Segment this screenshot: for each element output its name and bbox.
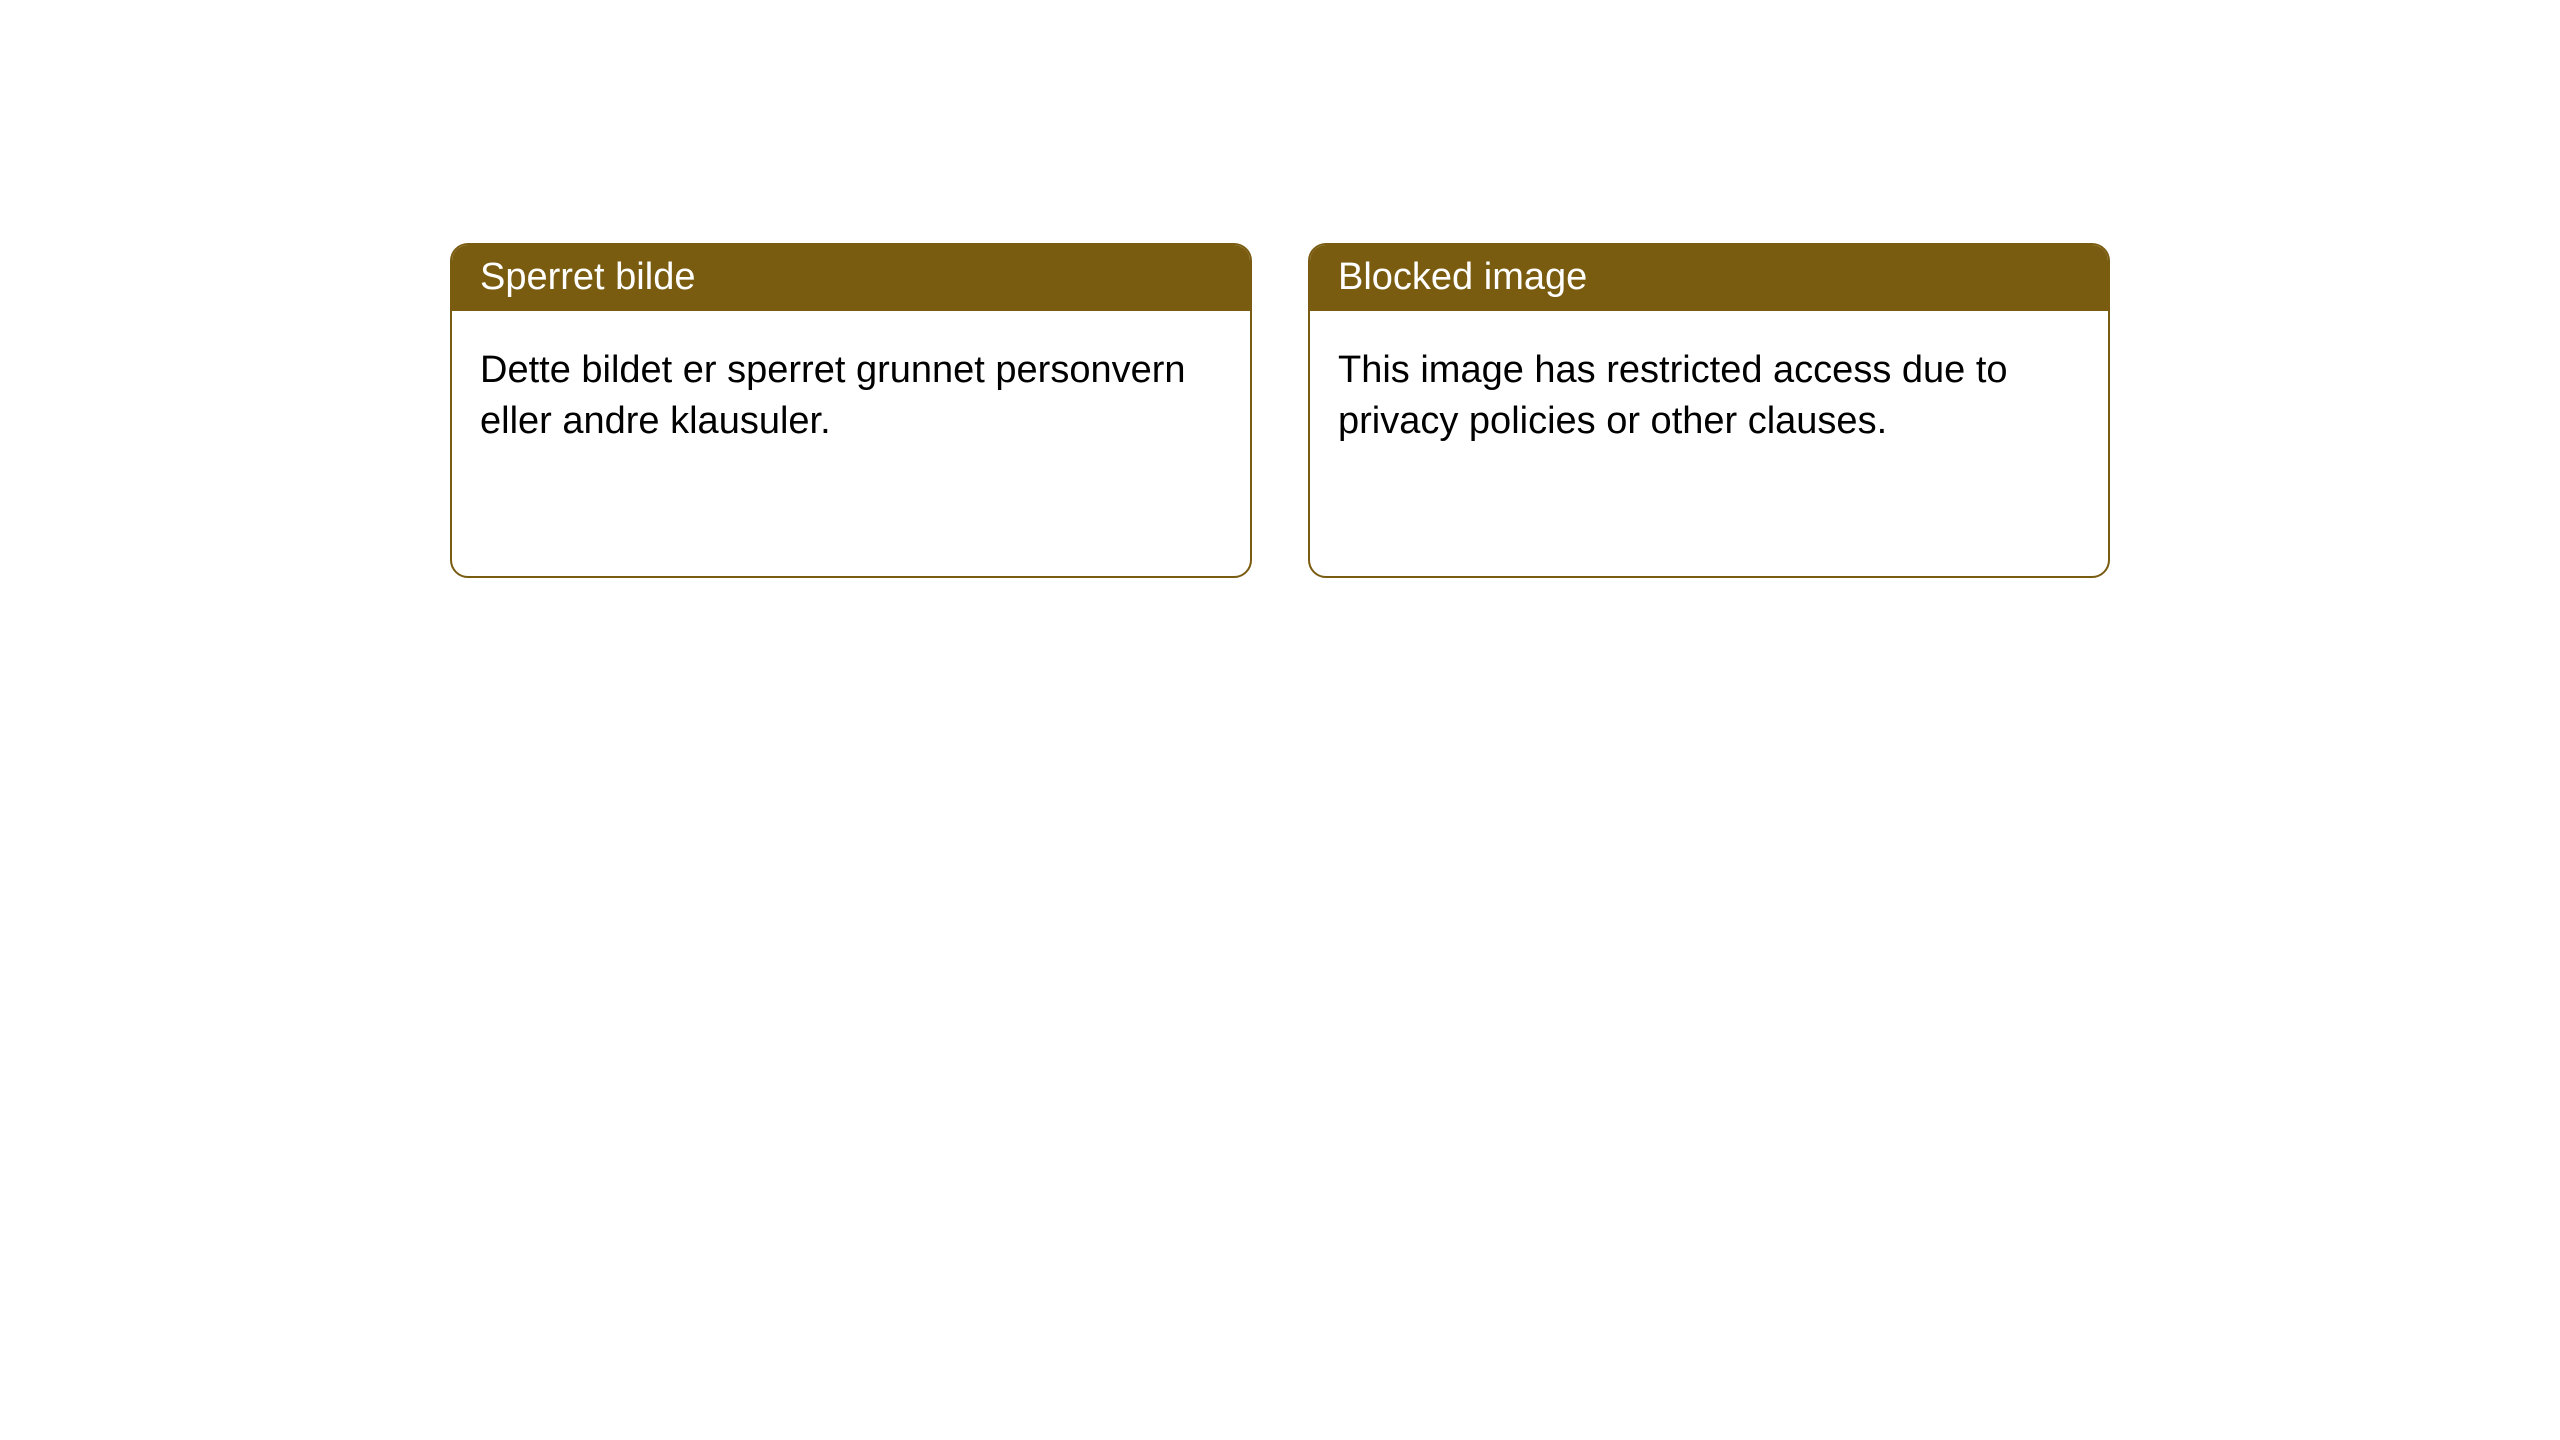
cards-container: Sperret bilde Dette bildet er sperret gr…	[0, 0, 2560, 578]
card-title-no: Sperret bilde	[452, 245, 1250, 311]
blocked-image-card-no: Sperret bilde Dette bildet er sperret gr…	[450, 243, 1252, 578]
card-body-no: Dette bildet er sperret grunnet personve…	[452, 311, 1250, 482]
card-title-en: Blocked image	[1310, 245, 2108, 311]
blocked-image-card-en: Blocked image This image has restricted …	[1308, 243, 2110, 578]
card-body-en: This image has restricted access due to …	[1310, 311, 2108, 482]
